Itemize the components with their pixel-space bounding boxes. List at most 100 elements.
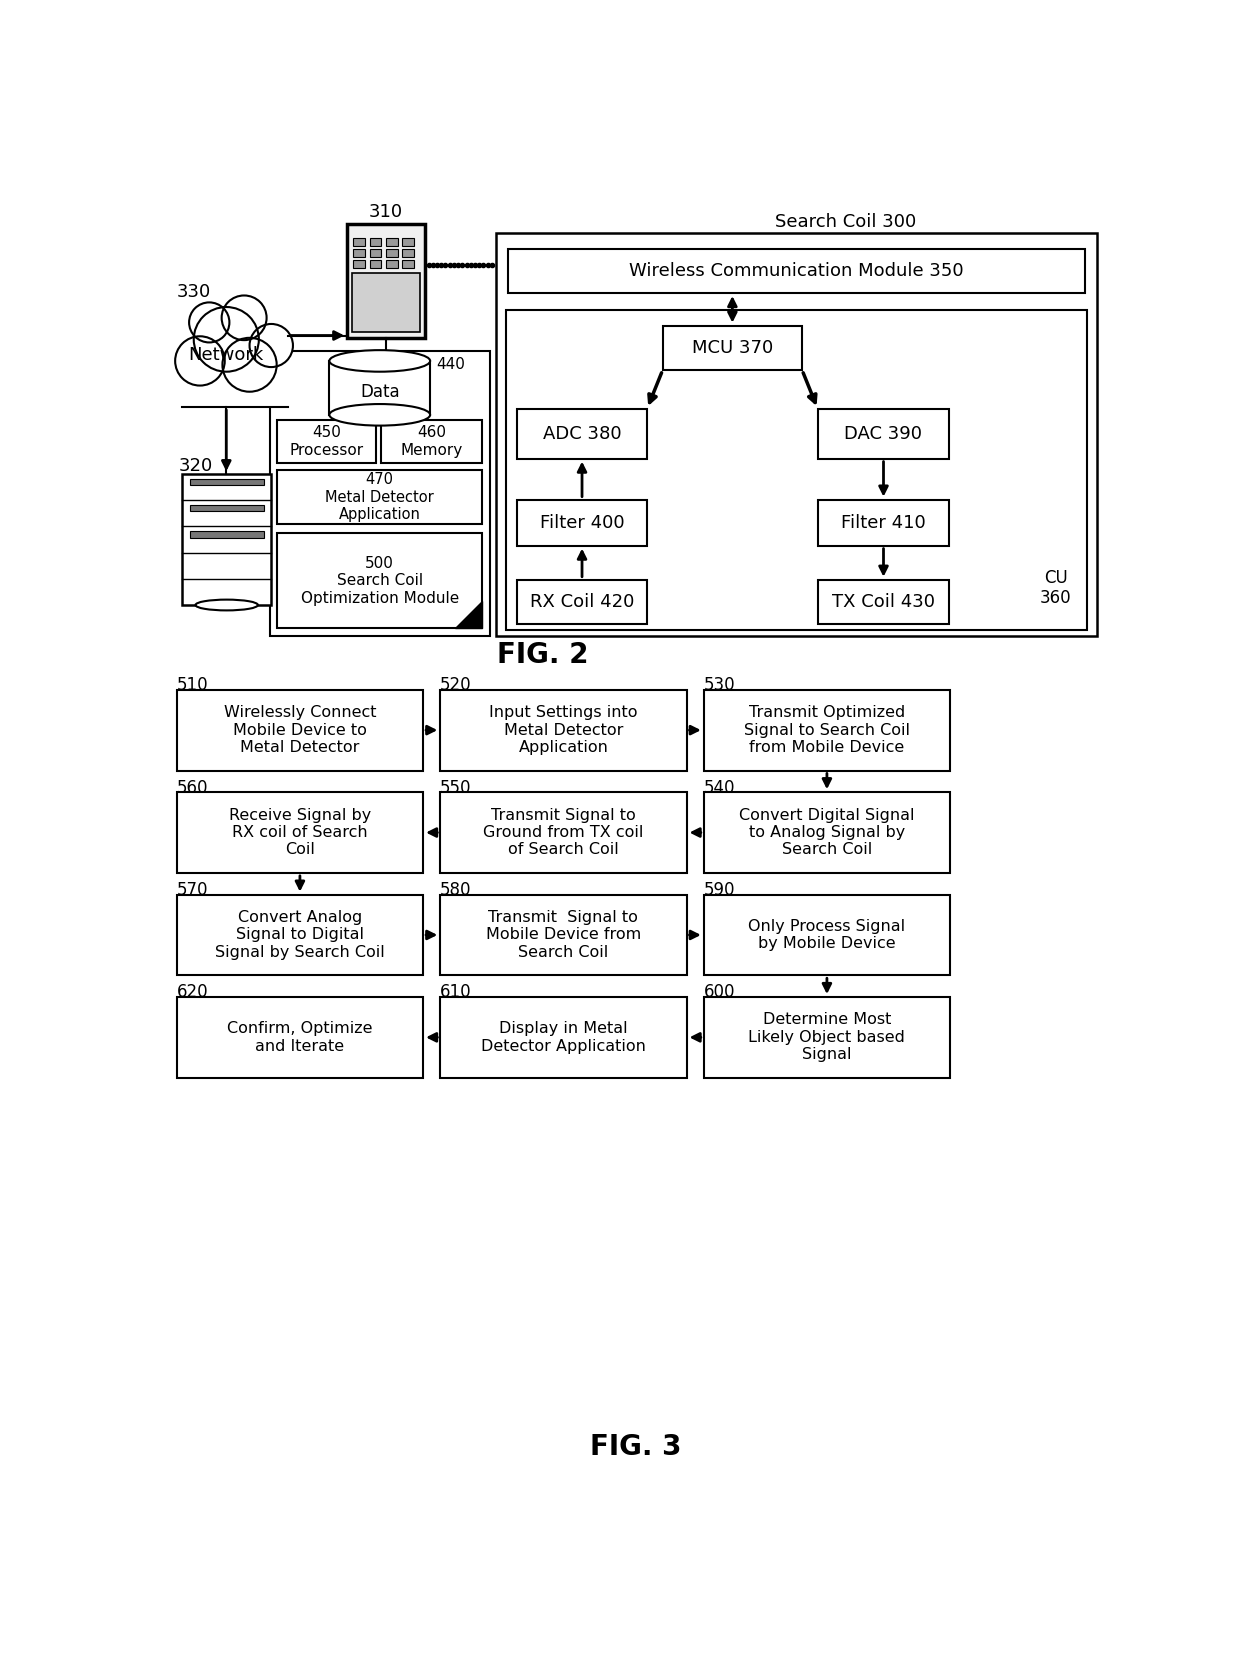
FancyBboxPatch shape [817, 408, 950, 458]
FancyBboxPatch shape [496, 233, 1096, 636]
FancyBboxPatch shape [176, 791, 423, 873]
Text: 580: 580 [440, 882, 471, 898]
FancyBboxPatch shape [402, 249, 414, 258]
Text: Transmit Optimized
Signal to Search Coil
from Mobile Device: Transmit Optimized Signal to Search Coil… [744, 706, 910, 755]
FancyBboxPatch shape [402, 239, 414, 246]
Text: Transmit  Signal to
Mobile Device from
Search Coil: Transmit Signal to Mobile Device from Se… [486, 910, 641, 960]
FancyBboxPatch shape [507, 249, 1085, 293]
Text: 440: 440 [436, 358, 465, 373]
Text: 560: 560 [176, 778, 208, 796]
Text: CU
360: CU 360 [1039, 569, 1071, 607]
Text: Only Process Signal
by Mobile Device: Only Process Signal by Mobile Device [749, 918, 905, 952]
Text: 620: 620 [176, 984, 208, 1002]
FancyBboxPatch shape [278, 470, 482, 524]
FancyBboxPatch shape [506, 310, 1086, 631]
Text: TX Coil 430: TX Coil 430 [832, 592, 935, 611]
Text: DAC 390: DAC 390 [844, 425, 923, 443]
Text: Data: Data [360, 383, 399, 402]
FancyBboxPatch shape [176, 689, 423, 771]
FancyBboxPatch shape [704, 997, 950, 1077]
Text: FIG. 3: FIG. 3 [590, 1432, 681, 1461]
Text: 470
Metal Detector
Application: 470 Metal Detector Application [325, 472, 434, 522]
FancyBboxPatch shape [440, 997, 687, 1077]
Ellipse shape [330, 350, 430, 371]
FancyBboxPatch shape [278, 534, 482, 627]
Text: Filter 400: Filter 400 [539, 514, 624, 532]
FancyBboxPatch shape [382, 420, 482, 462]
Text: 530: 530 [704, 676, 735, 694]
Text: 510: 510 [176, 676, 208, 694]
FancyBboxPatch shape [353, 239, 365, 246]
FancyBboxPatch shape [440, 689, 687, 771]
FancyBboxPatch shape [270, 351, 490, 636]
FancyBboxPatch shape [353, 249, 365, 258]
Text: Transmit Signal to
Ground from TX coil
of Search Coil: Transmit Signal to Ground from TX coil o… [484, 808, 644, 858]
FancyBboxPatch shape [190, 505, 263, 512]
Text: FIG. 2: FIG. 2 [497, 641, 588, 669]
Text: Convert Digital Signal
to Analog Signal by
Search Coil: Convert Digital Signal to Analog Signal … [739, 808, 915, 858]
FancyBboxPatch shape [370, 259, 382, 268]
FancyBboxPatch shape [440, 791, 687, 873]
Text: Confirm, Optimize
and Iterate: Confirm, Optimize and Iterate [227, 1021, 373, 1054]
Circle shape [175, 336, 224, 385]
Text: 460
Memory: 460 Memory [401, 425, 463, 458]
FancyBboxPatch shape [278, 420, 376, 462]
Circle shape [193, 308, 259, 371]
Text: 610: 610 [440, 984, 472, 1002]
Text: 320: 320 [179, 457, 212, 475]
Text: 330: 330 [176, 283, 211, 301]
Text: Display in Metal
Detector Application: Display in Metal Detector Application [481, 1021, 646, 1054]
FancyBboxPatch shape [176, 895, 423, 975]
Text: 570: 570 [176, 882, 208, 898]
Text: 500
Search Coil
Optimization Module: 500 Search Coil Optimization Module [300, 555, 459, 606]
Text: RX Coil 420: RX Coil 420 [529, 592, 634, 611]
Ellipse shape [330, 405, 430, 425]
Text: 450
Processor: 450 Processor [290, 425, 363, 458]
Text: 520: 520 [440, 676, 472, 694]
FancyBboxPatch shape [817, 500, 950, 545]
FancyBboxPatch shape [517, 579, 647, 624]
Text: Determine Most
Likely Object based
Signal: Determine Most Likely Object based Signa… [749, 1012, 905, 1062]
FancyBboxPatch shape [704, 689, 950, 771]
FancyBboxPatch shape [352, 273, 420, 331]
FancyBboxPatch shape [182, 473, 272, 606]
FancyBboxPatch shape [440, 895, 687, 975]
FancyBboxPatch shape [386, 239, 398, 246]
FancyBboxPatch shape [386, 259, 398, 268]
Text: 540: 540 [704, 778, 735, 796]
FancyBboxPatch shape [190, 532, 263, 537]
FancyBboxPatch shape [370, 249, 382, 258]
Text: Receive Signal by
RX coil of Search
Coil: Receive Signal by RX coil of Search Coil [229, 808, 371, 858]
Text: 600: 600 [704, 984, 735, 1002]
Circle shape [188, 303, 229, 343]
FancyBboxPatch shape [817, 579, 950, 624]
FancyBboxPatch shape [517, 408, 647, 458]
FancyBboxPatch shape [517, 500, 647, 545]
FancyBboxPatch shape [704, 895, 950, 975]
Text: 590: 590 [704, 882, 735, 898]
Ellipse shape [196, 599, 258, 611]
Polygon shape [455, 601, 482, 627]
Text: Wirelessly Connect
Mobile Device to
Metal Detector: Wirelessly Connect Mobile Device to Meta… [223, 706, 376, 755]
Text: MCU 370: MCU 370 [692, 340, 773, 356]
Text: Input Settings into
Metal Detector
Application: Input Settings into Metal Detector Appli… [489, 706, 637, 755]
Text: Network: Network [188, 346, 264, 363]
FancyBboxPatch shape [179, 368, 293, 407]
Circle shape [249, 325, 293, 366]
FancyBboxPatch shape [386, 249, 398, 258]
Text: Filter 410: Filter 410 [841, 514, 926, 532]
Text: Convert Analog
Signal to Digital
Signal by Search Coil: Convert Analog Signal to Digital Signal … [215, 910, 384, 960]
Circle shape [222, 338, 277, 391]
FancyBboxPatch shape [190, 478, 263, 485]
FancyBboxPatch shape [402, 259, 414, 268]
FancyBboxPatch shape [662, 326, 802, 370]
FancyBboxPatch shape [370, 239, 382, 246]
Text: ADC 380: ADC 380 [543, 425, 621, 443]
FancyBboxPatch shape [330, 361, 430, 415]
Text: 550: 550 [440, 778, 471, 796]
Text: Search Coil 300: Search Coil 300 [775, 214, 916, 231]
FancyBboxPatch shape [347, 224, 424, 338]
Text: 310: 310 [368, 204, 403, 221]
FancyBboxPatch shape [176, 997, 423, 1077]
Circle shape [222, 296, 267, 340]
